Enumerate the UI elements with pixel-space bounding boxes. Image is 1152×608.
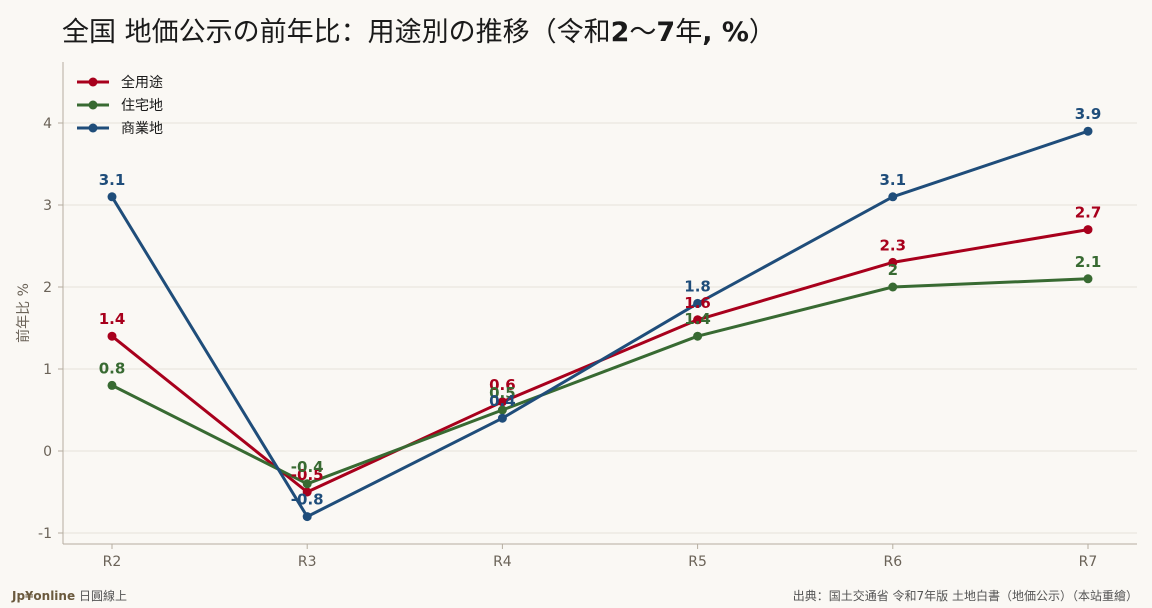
- data-label: -0.4: [291, 458, 324, 476]
- x-tick-label: R5: [688, 554, 707, 570]
- data-point: [1083, 274, 1093, 284]
- data-label: 3.1: [99, 171, 126, 189]
- y-tick-label: 0: [43, 444, 52, 460]
- series-line: [110, 129, 1089, 519]
- brand-text: 日圓線上: [78, 589, 127, 603]
- data-point: [107, 192, 117, 202]
- legend-label: 住宅地: [121, 98, 163, 114]
- data-label: 0.5: [489, 384, 516, 402]
- data-label: 3.1: [880, 171, 907, 189]
- data-point: [497, 405, 507, 415]
- data-label: 1.4: [99, 310, 126, 328]
- brand: Jp¥online 日圓線上: [12, 587, 127, 604]
- legend-marker: [88, 123, 98, 133]
- x-tick-label: R3: [298, 554, 317, 570]
- y-axis-label: 前年比 %: [15, 283, 32, 343]
- legend-label: 全用途: [121, 74, 163, 91]
- data-point: [302, 487, 312, 497]
- data-label: 1.4: [684, 310, 711, 328]
- source-note: 出典：国土交通省 令和7年版 土地白書（地価公示）（本站重繪）: [792, 589, 1138, 603]
- y-tick-label: 1: [43, 362, 52, 378]
- data-point: [107, 380, 117, 390]
- data-label: 0.6: [489, 376, 516, 394]
- legend-label: 商業地: [121, 121, 163, 137]
- y-tick-label: 3: [43, 198, 52, 214]
- data-label: 2.7: [1075, 204, 1102, 222]
- data-label: 2: [888, 261, 898, 279]
- x-tick-label: R2: [103, 554, 122, 570]
- data-label: 1.6: [684, 294, 711, 312]
- legend-marker: [88, 77, 98, 87]
- y-tick-label: -1: [38, 526, 52, 542]
- data-label: 0.4: [489, 392, 516, 410]
- brand-logo: Jp¥online: [12, 589, 76, 603]
- data-point: [693, 298, 703, 308]
- data-point: [1083, 225, 1093, 235]
- data-point: [1083, 126, 1093, 136]
- x-tick-label: R7: [1079, 554, 1098, 570]
- data-label: 0.8: [99, 359, 126, 377]
- data-point: [302, 479, 312, 489]
- chart-title: 全国 地価公示の前年比：用途別の推移（令和2～7年, %）: [62, 17, 776, 48]
- data-label: -0.5: [291, 466, 324, 484]
- series-line: [111, 277, 1089, 486]
- data-point: [693, 331, 703, 341]
- data-label: 2.3: [880, 236, 907, 254]
- data-point: [497, 413, 507, 423]
- data-point: [302, 512, 312, 522]
- y-tick-label: 4: [43, 116, 52, 132]
- data-label: 1.8: [684, 277, 711, 295]
- data-point: [888, 192, 898, 202]
- data-point: [888, 282, 898, 292]
- data-label: -0.8: [291, 491, 324, 509]
- data-point: [107, 331, 117, 341]
- legend-marker: [88, 100, 98, 110]
- data-label: 3.9: [1075, 105, 1102, 123]
- data-point: [497, 397, 507, 407]
- data-point: [888, 257, 898, 267]
- x-tick-label: R6: [883, 554, 902, 570]
- y-tick-label: 2: [43, 280, 52, 296]
- data-label: 2.1: [1075, 253, 1102, 271]
- data-point: [693, 315, 703, 325]
- x-tick-label: R4: [493, 554, 512, 570]
